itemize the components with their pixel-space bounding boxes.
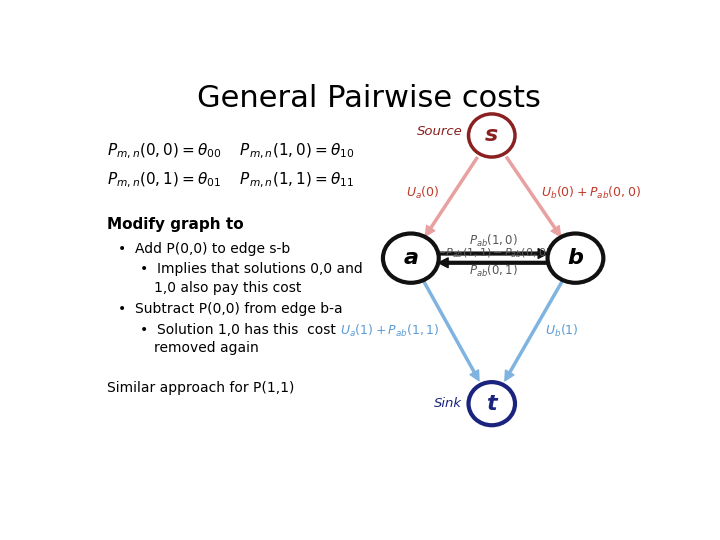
Text: $U_b(0) + P_{ab}(0,0)$: $U_b(0) + P_{ab}(0,0)$	[541, 185, 642, 201]
Text: •  Add P(0,0) to edge s-b: • Add P(0,0) to edge s-b	[118, 241, 290, 255]
Text: General Pairwise costs: General Pairwise costs	[197, 84, 541, 112]
Text: Similar approach for P(1,1): Similar approach for P(1,1)	[107, 381, 294, 395]
Ellipse shape	[383, 233, 438, 283]
FancyArrowPatch shape	[426, 157, 478, 236]
Text: $P_{ab}(1,0)$: $P_{ab}(1,0)$	[469, 233, 518, 249]
Text: $U_a(1) + P_{ab}(1,1)$: $U_a(1) + P_{ab}(1,1)$	[340, 323, 440, 339]
Text: b: b	[567, 248, 583, 268]
Text: s: s	[485, 125, 498, 145]
FancyArrowPatch shape	[505, 280, 563, 381]
FancyArrowPatch shape	[423, 281, 479, 381]
Text: •  Solution 1,0 has this  cost: • Solution 1,0 has this cost	[140, 322, 336, 336]
Text: $P_{m,n}(0,0) = \theta_{00}$    $P_{m,n}(1,0) = \theta_{10}$: $P_{m,n}(0,0) = \theta_{00}$ $P_{m,n}(1,…	[107, 141, 354, 161]
Ellipse shape	[548, 233, 603, 283]
Text: Source: Source	[417, 125, 462, 138]
Text: Sink: Sink	[434, 397, 462, 410]
Text: Modify graph to: Modify graph to	[107, 217, 243, 232]
Text: t: t	[487, 394, 497, 414]
Text: removed again: removed again	[154, 341, 259, 355]
Text: $P_{m,n}(0,1) = \theta_{01}$    $P_{m,n}(1,1) = \theta_{11}$: $P_{m,n}(0,1) = \theta_{01}$ $P_{m,n}(1,…	[107, 171, 354, 190]
Text: $U_a(0)$: $U_a(0)$	[406, 185, 440, 201]
Text: $-P_{ab}(1,1) - P_{ab}(0,0)$: $-P_{ab}(1,1) - P_{ab}(0,0)$	[436, 247, 551, 260]
Text: $P_{ab}(0,1)$: $P_{ab}(0,1)$	[469, 262, 518, 279]
Text: 1,0 also pay this cost: 1,0 also pay this cost	[154, 281, 302, 295]
Text: •  Implies that solutions 0,0 and: • Implies that solutions 0,0 and	[140, 262, 363, 276]
Text: •  Subtract P(0,0) from edge b-a: • Subtract P(0,0) from edge b-a	[118, 302, 343, 316]
Ellipse shape	[469, 114, 515, 157]
FancyArrowPatch shape	[438, 258, 548, 268]
Text: a: a	[403, 248, 418, 268]
Text: $U_b(1)$: $U_b(1)$	[545, 323, 579, 339]
FancyArrowPatch shape	[438, 248, 548, 258]
Ellipse shape	[469, 382, 515, 425]
FancyArrowPatch shape	[505, 157, 561, 237]
